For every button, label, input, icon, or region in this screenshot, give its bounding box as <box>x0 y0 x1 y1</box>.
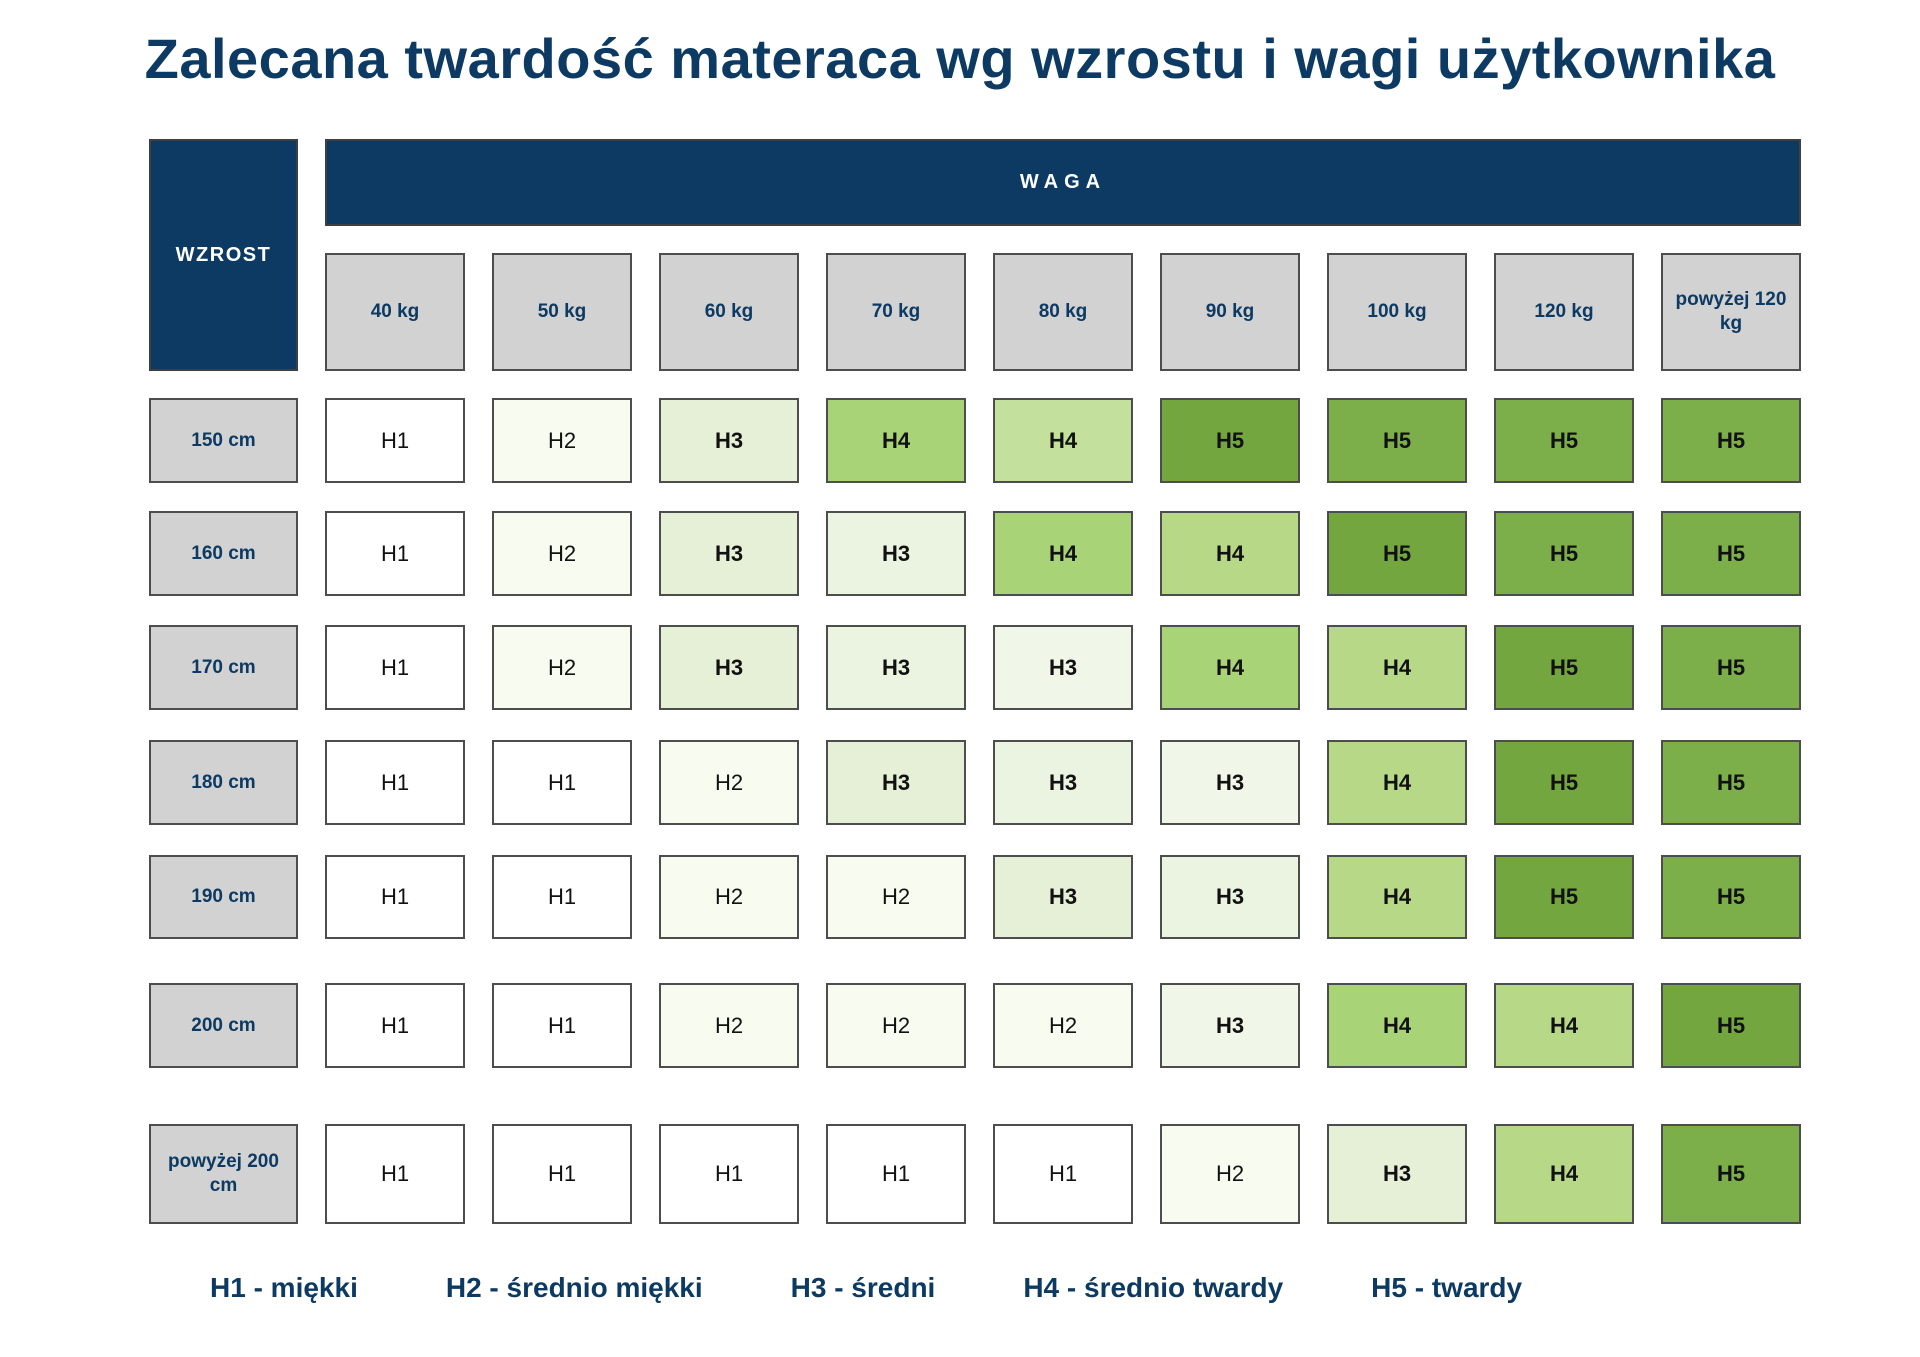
firmness-cell: H1 <box>325 625 465 710</box>
firmness-cell: H4 <box>1160 511 1300 596</box>
firmness-cell: H5 <box>1494 511 1634 596</box>
height-header-cell: 190 cm <box>149 855 298 939</box>
firmness-cell: H1 <box>325 1124 465 1224</box>
firmness-cell: H5 <box>1494 398 1634 483</box>
weight-header-cell: powyżej 120 kg <box>1661 253 1801 371</box>
firmness-cell: H5 <box>1661 625 1801 710</box>
firmness-cell: H4 <box>1327 855 1467 939</box>
firmness-cell: H1 <box>325 855 465 939</box>
firmness-cell: H5 <box>1661 398 1801 483</box>
weight-header-cell: 40 kg <box>325 253 465 371</box>
firmness-cell: H3 <box>1160 855 1300 939</box>
weight-header-cell: 50 kg <box>492 253 632 371</box>
firmness-cell: H2 <box>826 983 966 1068</box>
weight-header-cell: 80 kg <box>993 253 1133 371</box>
height-header-cell: 180 cm <box>149 740 298 825</box>
weight-axis-header: WAGA <box>325 139 1801 226</box>
firmness-cell: H2 <box>659 855 799 939</box>
height-header-cell: 170 cm <box>149 625 298 710</box>
firmness-cell: H3 <box>826 625 966 710</box>
firmness-cell: H5 <box>1494 740 1634 825</box>
firmness-cell: H1 <box>492 983 632 1068</box>
weight-header-cell: 60 kg <box>659 253 799 371</box>
firmness-cell: H2 <box>492 625 632 710</box>
firmness-cell: H1 <box>492 740 632 825</box>
firmness-cell: H1 <box>325 740 465 825</box>
firmness-cell: H2 <box>993 983 1133 1068</box>
firmness-cell: H4 <box>993 398 1133 483</box>
firmness-cell: H2 <box>492 398 632 483</box>
height-header-cell: powyżej 200 cm <box>149 1124 298 1224</box>
height-header-cell: 160 cm <box>149 511 298 596</box>
firmness-cell: H4 <box>1160 625 1300 710</box>
firmness-cell: H5 <box>1494 855 1634 939</box>
firmness-cell: H3 <box>659 625 799 710</box>
firmness-cell: H5 <box>1160 398 1300 483</box>
firmness-cell: H5 <box>1661 511 1801 596</box>
weight-header-cell: 120 kg <box>1494 253 1634 371</box>
firmness-cell: H5 <box>1661 983 1801 1068</box>
firmness-cell: H4 <box>1494 983 1634 1068</box>
firmness-cell: H3 <box>993 625 1133 710</box>
firmness-cell: H3 <box>659 398 799 483</box>
legend-item: H3 - średni <box>790 1272 936 1303</box>
firmness-cell: H5 <box>1494 625 1634 710</box>
firmness-cell: H4 <box>1327 625 1467 710</box>
firmness-cell: H5 <box>1661 855 1801 939</box>
weight-header-cell: 70 kg <box>826 253 966 371</box>
firmness-cell: H3 <box>826 740 966 825</box>
firmness-cell: H5 <box>1327 398 1467 483</box>
height-axis-header: WZROST <box>149 139 298 371</box>
weight-header-cell: 90 kg <box>1160 253 1300 371</box>
firmness-cell: H5 <box>1327 511 1467 596</box>
firmness-cell: H1 <box>993 1124 1133 1224</box>
firmness-cell: H3 <box>1327 1124 1467 1224</box>
legend-item: H4 - średnio twardy <box>1023 1272 1284 1303</box>
firmness-cell: H5 <box>1661 740 1801 825</box>
firmness-cell: H2 <box>826 855 966 939</box>
legend-item: H1 - miękki <box>210 1272 358 1303</box>
firmness-cell: H1 <box>826 1124 966 1224</box>
firmness-cell: H4 <box>993 511 1133 596</box>
firmness-cell: H1 <box>492 1124 632 1224</box>
height-header-cell: 150 cm <box>149 398 298 483</box>
firmness-cell: H2 <box>659 983 799 1068</box>
firmness-cell: H2 <box>659 740 799 825</box>
page-title: Zalecana twardość materaca wg wzrostu i … <box>144 27 1776 90</box>
firmness-cell: H2 <box>1160 1124 1300 1224</box>
firmness-cell: H1 <box>325 983 465 1068</box>
firmness-cell: H4 <box>826 398 966 483</box>
height-header-cell: 200 cm <box>149 983 298 1068</box>
firmness-cell: H1 <box>659 1124 799 1224</box>
weight-header-cell: 100 kg <box>1327 253 1467 371</box>
firmness-cell: H3 <box>659 511 799 596</box>
firmness-cell: H3 <box>993 855 1133 939</box>
firmness-cell: H4 <box>1494 1124 1634 1224</box>
firmness-legend: H1 - miękki H2 - średnio miękki H3 - średn… <box>210 1272 1522 1304</box>
firmness-cell: H4 <box>1327 983 1467 1068</box>
firmness-cell: H3 <box>826 511 966 596</box>
firmness-cell: H1 <box>492 855 632 939</box>
firmness-cell: H5 <box>1661 1124 1801 1224</box>
firmness-cell: H3 <box>993 740 1133 825</box>
firmness-cell: H3 <box>1160 740 1300 825</box>
legend-item: H5 - twardy <box>1371 1272 1523 1303</box>
firmness-cell: H3 <box>1160 983 1300 1068</box>
firmness-cell: H1 <box>325 511 465 596</box>
legend-item: H2 - średnio miękki <box>445 1272 703 1303</box>
firmness-cell: H4 <box>1327 740 1467 825</box>
firmness-cell: H1 <box>325 398 465 483</box>
firmness-cell: H2 <box>492 511 632 596</box>
firmness-matrix: WZROST WAGA 40 kg 50 kg 60 kg 70 kg 80 kg 90 … <box>149 139 1801 1224</box>
